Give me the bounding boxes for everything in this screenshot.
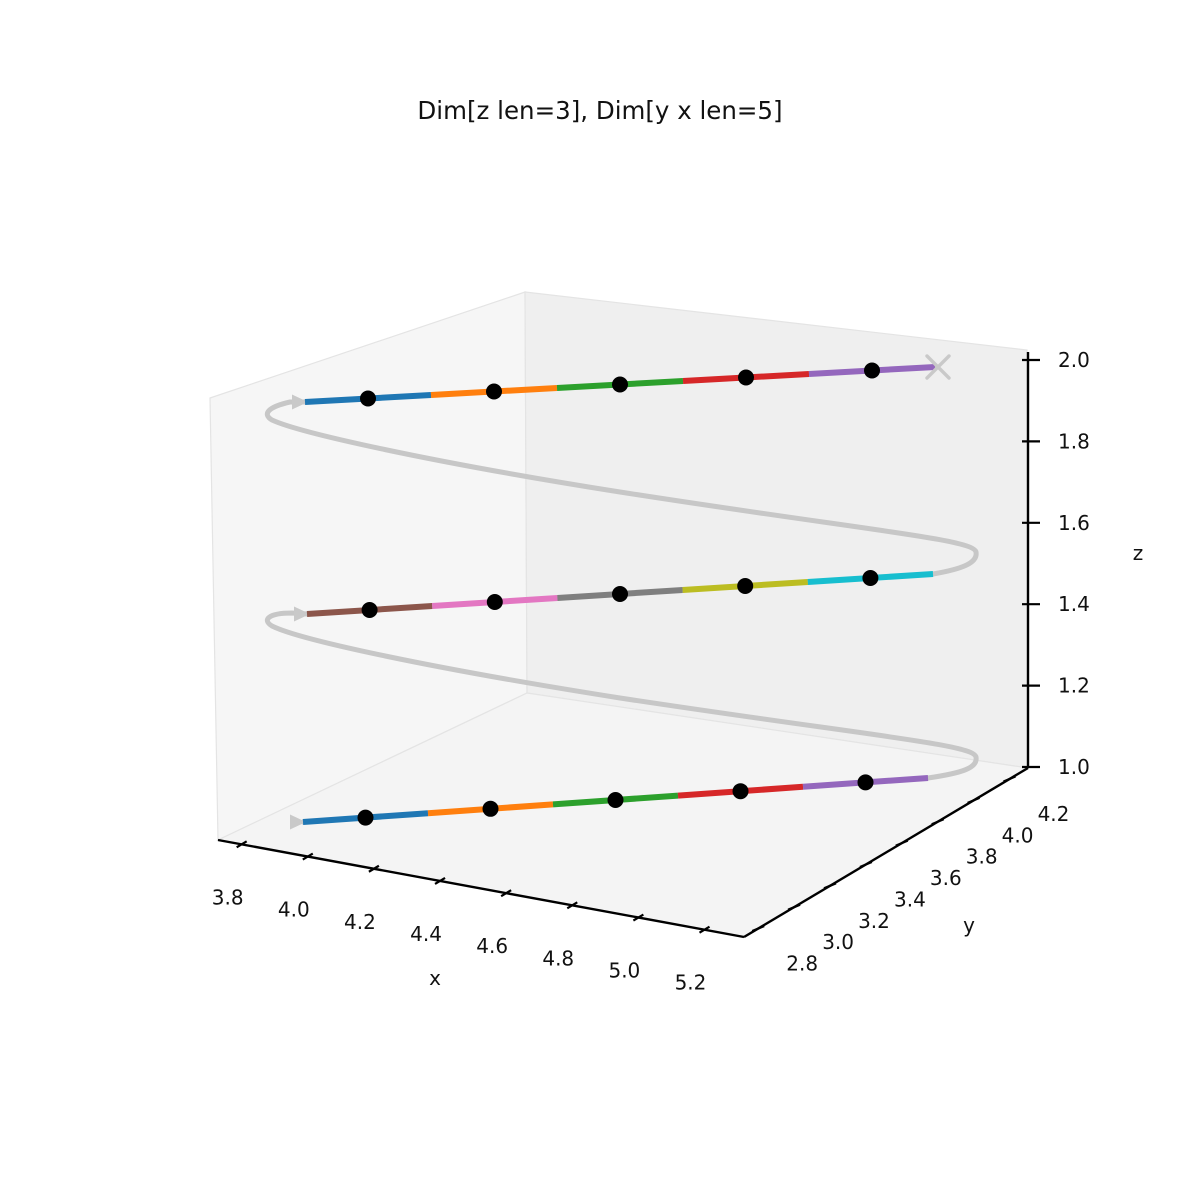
- y-tick-label: 4.0: [1002, 823, 1034, 847]
- data-point-z1.5-2: [486, 594, 503, 610]
- z-tick-label: 1.4: [1058, 592, 1090, 616]
- data-point-z2-1: [360, 390, 376, 407]
- y-tick: [787, 903, 801, 911]
- y-tick-label: 2.8: [786, 952, 818, 976]
- z-tick-label: 1.2: [1058, 674, 1090, 698]
- y-tick: [967, 796, 981, 804]
- end-x-marker: [925, 354, 951, 380]
- data-point-z2-3: [612, 376, 628, 393]
- data-point-z2-5: [864, 362, 880, 379]
- y-tick-label: 3.0: [822, 930, 854, 954]
- x-tick-label: 4.0: [278, 898, 310, 922]
- x-tick: [236, 840, 248, 849]
- chart-title: Dim[z len=3], Dim[y x len=5]: [417, 96, 783, 125]
- y-tick: [1003, 775, 1016, 783]
- x-tick: [368, 864, 380, 873]
- direction-arrow-icon-level3: [292, 394, 308, 410]
- data-point-z1-5: [857, 774, 874, 791]
- z-tick-label: 1.8: [1058, 429, 1090, 453]
- x-tick: [632, 913, 644, 922]
- y-tick: [751, 925, 765, 933]
- x-tick: [500, 889, 512, 898]
- data-point-z1.5-3: [612, 586, 628, 602]
- y-tick: [823, 882, 837, 890]
- data-point-z1-4: [732, 783, 749, 800]
- data-point-z1.5-4: [737, 578, 754, 594]
- x-tick-label: 5.2: [675, 971, 707, 995]
- y-tick-label: 3.4: [894, 887, 926, 911]
- y-tick-label: 3.8: [966, 845, 998, 869]
- x-tick-label: 4.6: [476, 934, 508, 958]
- y-tick-label: 3.6: [930, 866, 962, 890]
- x-tick-label: 4.8: [542, 946, 574, 970]
- z-tick-label: 1.0: [1058, 755, 1090, 779]
- y-tick-label: 3.2: [858, 909, 890, 933]
- y-tick-label: 4.2: [1038, 802, 1070, 826]
- x-tick: [698, 925, 711, 934]
- direction-arrow-icon-level2: [294, 606, 310, 622]
- data-point-z1-1: [357, 809, 374, 826]
- x-axis-line: [217, 838, 745, 939]
- y-tick: [895, 839, 909, 847]
- data-point-z1-3: [607, 792, 624, 808]
- y-axis-label: y: [963, 913, 975, 937]
- data-point-z2-4: [738, 369, 754, 386]
- z-axis-label: z: [1133, 541, 1144, 565]
- y-tick: [931, 818, 945, 826]
- direction-arrow-icon-level1: [290, 814, 306, 830]
- data-point-z1.5-1: [361, 602, 378, 618]
- data-point-z2-2: [486, 383, 502, 400]
- x-tick: [434, 877, 446, 885]
- z-tick-label: 1.6: [1058, 511, 1090, 535]
- x-tick-label: 4.4: [410, 922, 442, 946]
- data-point-z1-2: [482, 800, 499, 817]
- x-tick: [302, 852, 314, 861]
- x-tick-label: 5.0: [608, 959, 640, 983]
- y-tick: [859, 860, 873, 868]
- z-tick-label: 2.0: [1058, 348, 1090, 372]
- x-tick-label: 4.2: [344, 910, 376, 934]
- x-tick: [566, 901, 578, 910]
- data-point-z1.5-5: [862, 570, 879, 586]
- x-axis-label: x: [429, 966, 441, 990]
- x-tick-label: 3.8: [212, 885, 244, 909]
